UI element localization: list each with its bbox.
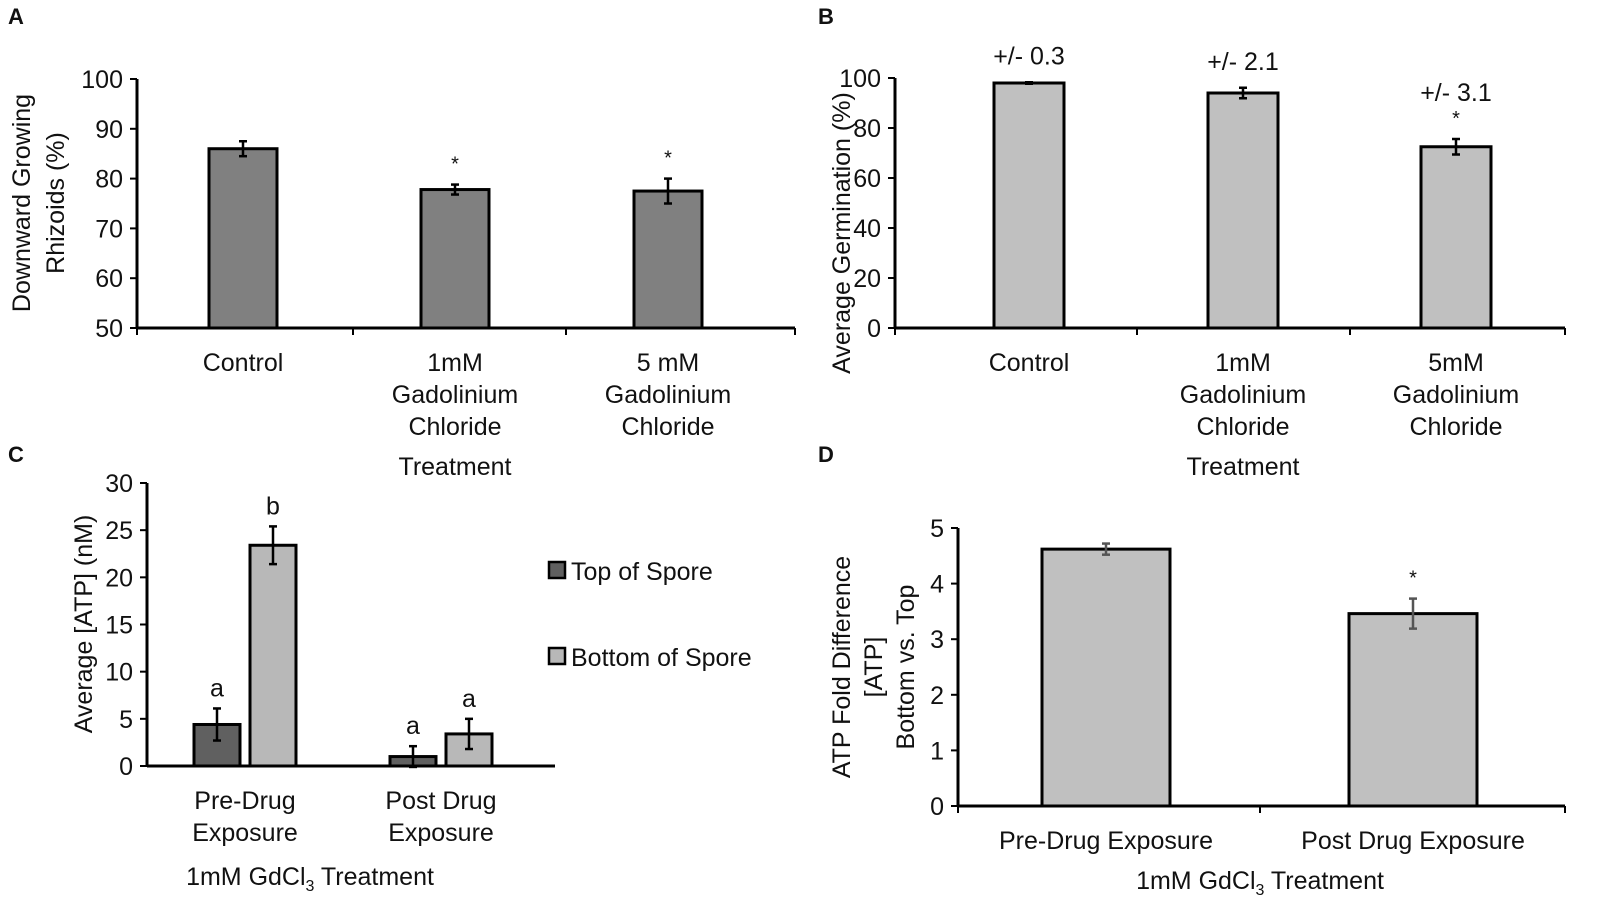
x-tick-label: Chloride	[408, 413, 501, 441]
bar	[992, 81, 1066, 330]
y-tick-label: 60	[95, 265, 123, 293]
y-tick-label: 80	[853, 115, 881, 143]
y-tick-label: 100	[839, 65, 881, 93]
y-axis-label: [ATP]	[860, 637, 888, 698]
error-value-label: +/- 3.1	[1420, 79, 1492, 107]
significance-label: a	[406, 712, 420, 740]
y-axis-label: ATP Fold Difference	[828, 556, 856, 778]
y-tick-label: 20	[853, 265, 881, 293]
legend-swatch	[547, 646, 567, 666]
x-tick-label: 1mM	[1215, 349, 1271, 377]
panel-label: A	[8, 4, 24, 29]
x-tick-label: Chloride	[1196, 413, 1289, 441]
y-axis-label: Bottom vs. Top	[892, 585, 920, 750]
y-tick-label: 10	[105, 659, 133, 687]
legend-label: Bottom of Spore	[571, 644, 752, 672]
panel-label: C	[8, 442, 24, 467]
bar	[1206, 91, 1280, 330]
x-tick-label: Control	[989, 349, 1070, 377]
significance-label: *	[1452, 108, 1460, 130]
x-tick-label: Post Drug	[385, 787, 496, 815]
y-tick-label: 0	[930, 793, 944, 821]
y-tick-label: 0	[867, 315, 881, 343]
error-value-label: +/- 2.1	[1207, 48, 1279, 76]
y-tick-label: 5	[930, 515, 944, 543]
x-tick-label: 1mM	[427, 349, 483, 377]
x-tick-label: Gadolinium	[1393, 381, 1519, 409]
y-tick-label: 90	[95, 116, 123, 144]
x-axis-label: Treatment	[1186, 453, 1299, 481]
y-axis-label: Downward Growing	[8, 94, 36, 312]
x-tick-label: Exposure	[192, 819, 298, 847]
y-tick-label: 3	[930, 626, 944, 654]
bar	[632, 189, 704, 330]
y-tick-label: 40	[853, 215, 881, 243]
bar	[1040, 547, 1172, 808]
x-tick-label: 5mM	[1428, 349, 1484, 377]
y-tick-label: 1	[930, 737, 944, 765]
significance-label: *	[664, 148, 672, 170]
y-tick-label: 25	[105, 517, 133, 545]
y-tick-label: 15	[105, 612, 133, 640]
panel-label: B	[818, 4, 834, 29]
x-axis-label: 1mM GdCl3 Treatment	[1136, 867, 1384, 899]
x-tick-label: Post Drug Exposure	[1301, 827, 1525, 855]
y-tick-label: 20	[105, 564, 133, 592]
y-tick-label: 80	[95, 166, 123, 194]
y-tick-label: 60	[853, 165, 881, 193]
y-tick-label: 70	[95, 215, 123, 243]
x-axis-label: Treatment	[398, 453, 511, 481]
y-axis-label: Rhizoids (%)	[42, 132, 70, 274]
bar	[207, 147, 279, 330]
x-tick-label: Chloride	[1409, 413, 1502, 441]
significance-label: *	[451, 154, 459, 176]
x-tick-label: Exposure	[388, 819, 494, 847]
y-tick-label: 100	[81, 66, 123, 94]
y-tick-label: 30	[105, 470, 133, 498]
y-tick-label: 4	[930, 571, 944, 599]
x-tick-label: Control	[203, 349, 284, 377]
significance-label: b	[266, 492, 280, 520]
y-tick-label: 2	[930, 682, 944, 710]
legend-label: Top of Spore	[571, 558, 713, 586]
y-axis-label: Average [ATP] (nM)	[70, 515, 98, 734]
significance-label: *	[1409, 568, 1417, 590]
x-tick-label: Gadolinium	[1180, 381, 1306, 409]
significance-label: a	[462, 685, 476, 713]
x-tick-label: Gadolinium	[392, 381, 518, 409]
y-axis-label: Average Germination (%)	[828, 92, 856, 374]
x-tick-label: Chloride	[621, 413, 714, 441]
error-value-label: +/- 0.3	[993, 42, 1065, 70]
x-axis-label: 1mM GdCl3 Treatment	[186, 863, 434, 895]
x-tick-label: Pre-Drug Exposure	[999, 827, 1213, 855]
x-tick-label: Gadolinium	[605, 381, 731, 409]
bar	[419, 188, 491, 330]
legend-swatch	[547, 560, 567, 580]
bar-bottom-of-spore	[248, 543, 298, 768]
bar	[1419, 145, 1493, 330]
y-tick-label: 50	[95, 315, 123, 343]
y-tick-label: 5	[119, 706, 133, 734]
significance-label: a	[210, 674, 224, 702]
y-tick-label: 0	[119, 753, 133, 781]
bar	[1347, 612, 1479, 808]
x-tick-label: Pre-Drug	[194, 787, 295, 815]
panel-label: D	[818, 442, 834, 467]
x-tick-label: 5 mM	[637, 349, 700, 377]
